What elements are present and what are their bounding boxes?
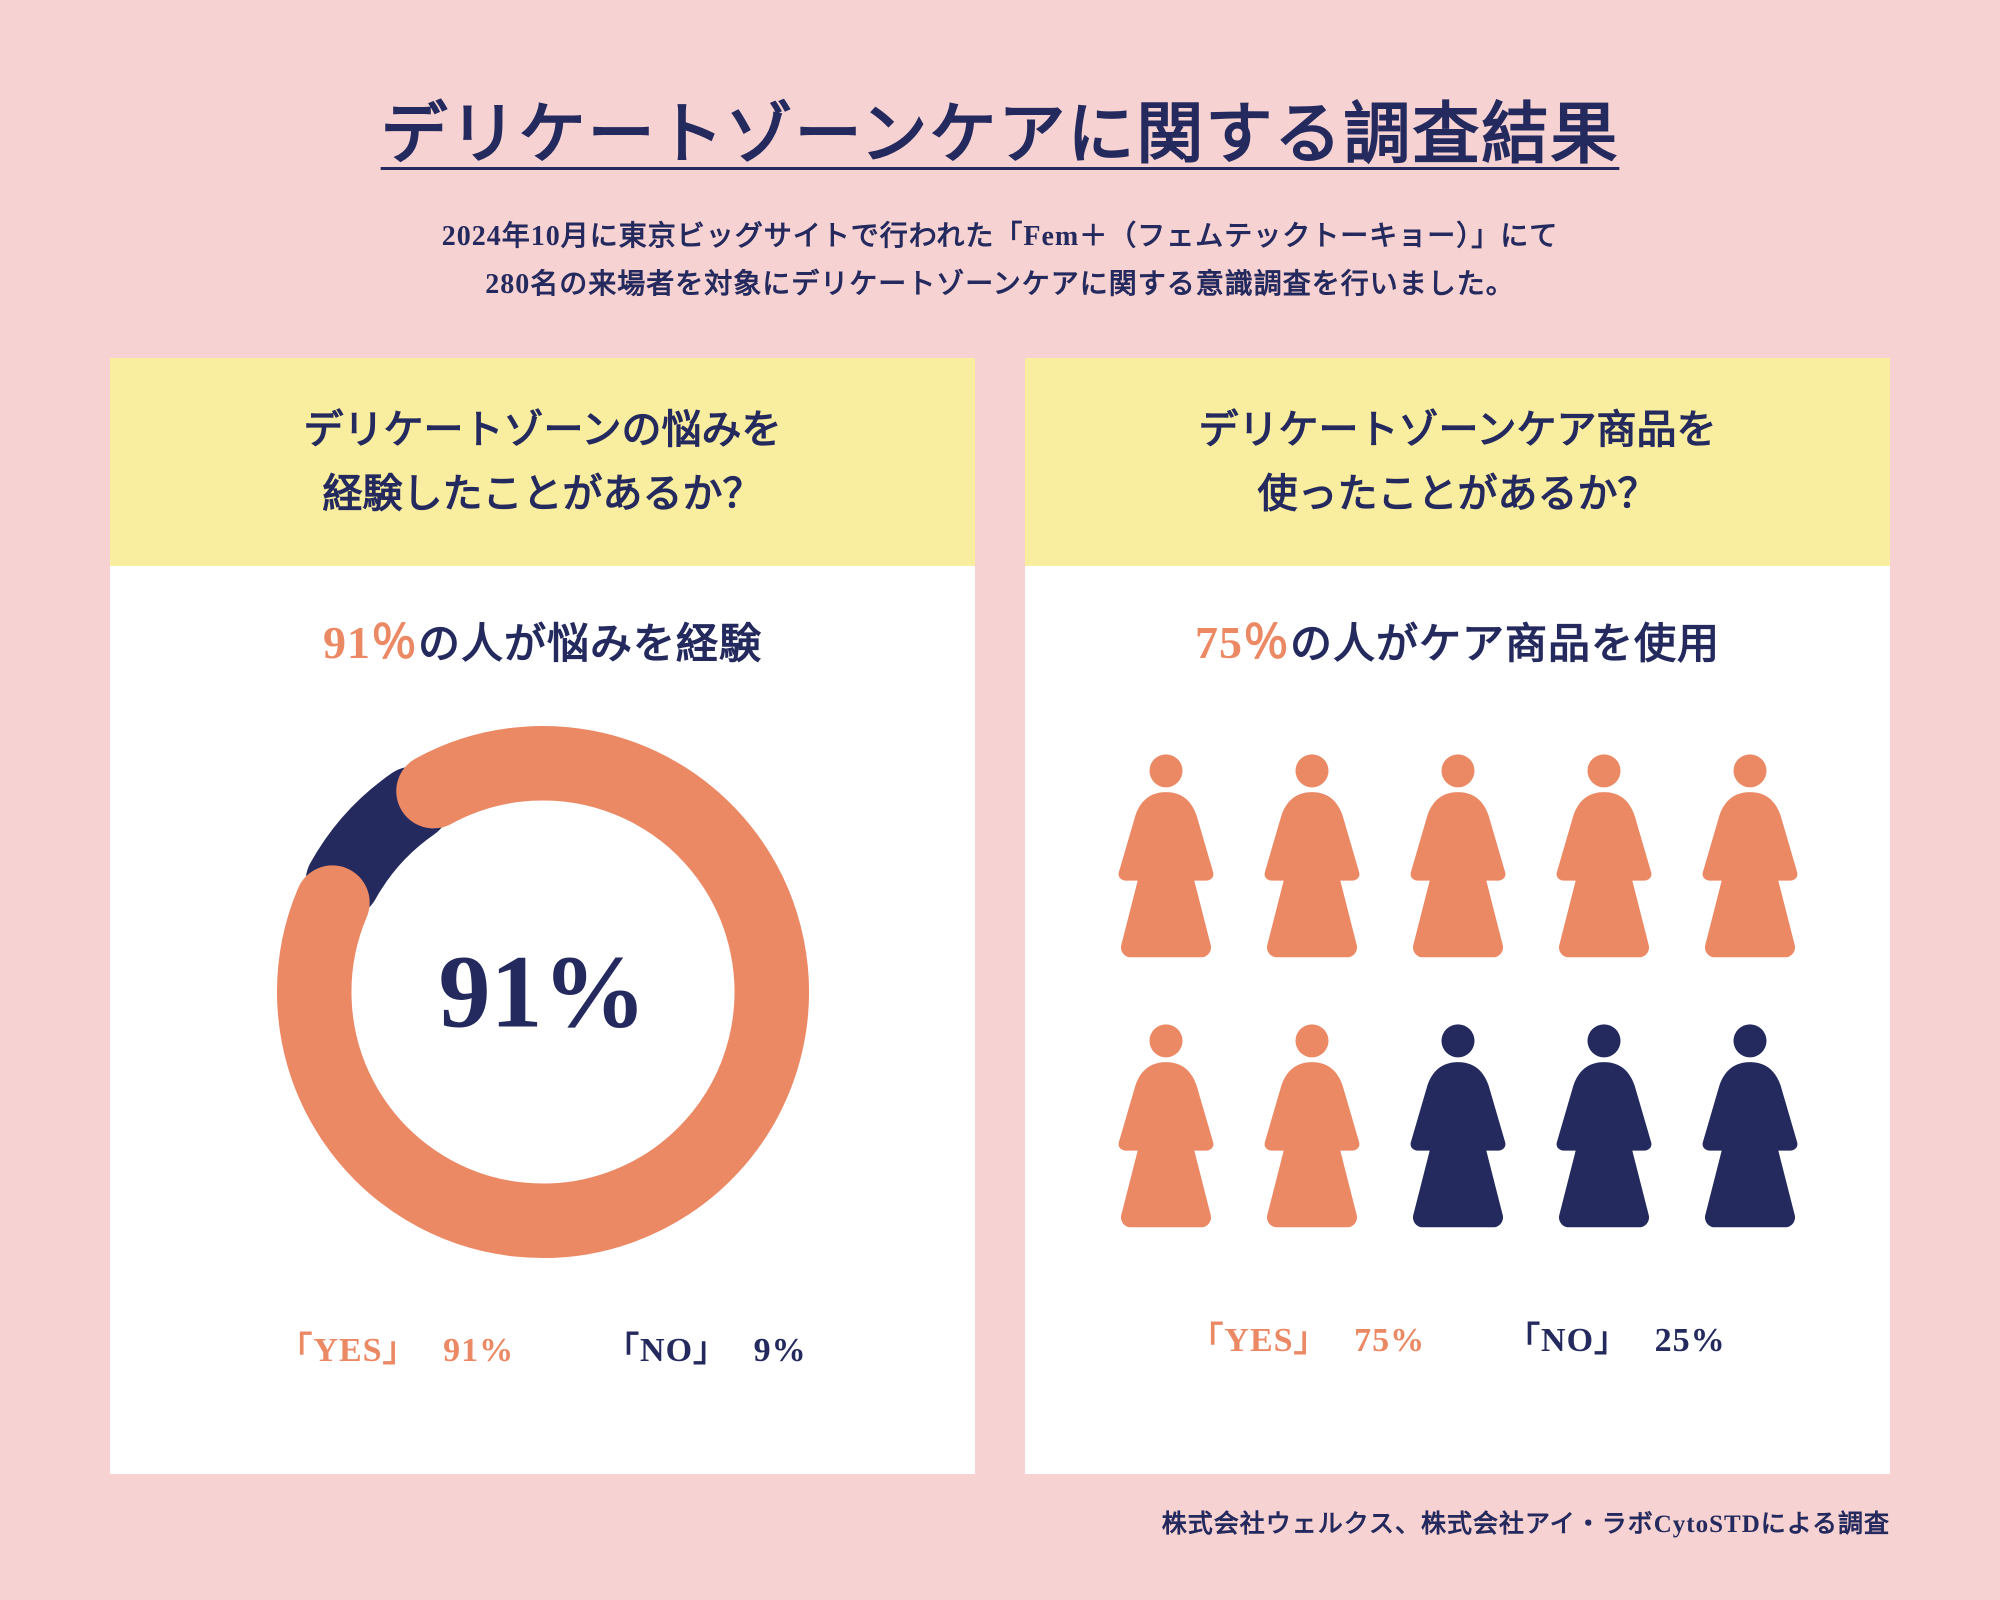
pictogram-grid xyxy=(1107,742,1809,1242)
page-subtitle: 2024年10月に東京ビッグサイトで行われた「Fem＋（フェムテックトーキョー）… xyxy=(110,213,1890,308)
person-icon xyxy=(1691,1012,1809,1242)
panel-right-header-line2: 使ったことがあるか？ xyxy=(1258,471,1658,516)
person-icon xyxy=(1253,742,1371,972)
panel-left-legend: 「YES」 91% 「NO」 9% xyxy=(270,1322,814,1371)
person-icon xyxy=(1545,1012,1663,1242)
panel-left-stat-pct: 91％ xyxy=(323,617,418,668)
panel-right: デリケートゾーンケア商品を 使ったことがあるか？ 75％の人がケア商品を使用 「… xyxy=(1025,358,1890,1474)
donut-chart: 91% xyxy=(263,712,823,1272)
subtitle-line2: 280名の来場者を対象にデリケートゾーンケアに関する意識調査を行いました。 xyxy=(485,269,1515,300)
panel-left-header: デリケートゾーンの悩みを 経験したことがあるか？ xyxy=(110,358,975,566)
person-icon xyxy=(1107,1012,1225,1242)
panel-left-body: 91％の人が悩みを経験 91% 「YES」 91% 「NO」 9% xyxy=(110,566,975,1474)
person-icon xyxy=(1691,742,1809,972)
subtitle-line1: 2024年10月に東京ビッグサイトで行われた「Fem＋（フェムテックトーキョー）… xyxy=(442,221,1558,252)
page-title: デリケートゾーンケアに関する調査結果 xyxy=(110,80,1890,177)
panel-right-header-line1: デリケートゾーンケア商品を xyxy=(1199,407,1717,452)
legend-no-value: 25% xyxy=(1655,1322,1726,1359)
panel-left: デリケートゾーンの悩みを 経験したことがあるか？ 91％の人が悩みを経験 91%… xyxy=(110,358,975,1474)
person-icon xyxy=(1545,742,1663,972)
page: デリケートゾーンケアに関する調査結果 2024年10月に東京ビッグサイトで行われ… xyxy=(0,0,2000,1600)
donut-center-label: 91% xyxy=(439,933,647,1052)
panel-right-body: 75％の人がケア商品を使用 「YES」 75% 「NO」 25% xyxy=(1025,566,1890,1474)
legend-no-label: 「NO」 xyxy=(605,1332,728,1369)
legend-yes-label: 「YES」 xyxy=(1189,1322,1328,1359)
panel-left-header-line1: デリケートゾーンの悩みを xyxy=(304,407,782,452)
legend-yes-value: 75% xyxy=(1354,1322,1425,1359)
panels-row: デリケートゾーンの悩みを 経験したことがあるか？ 91％の人が悩みを経験 91%… xyxy=(110,358,1890,1474)
person-icon xyxy=(1107,742,1225,972)
legend-no-label: 「NO」 xyxy=(1506,1322,1629,1359)
person-icon xyxy=(1399,1012,1517,1242)
person-icon xyxy=(1399,742,1517,972)
panel-left-stat-rest: の人が悩みを経験 xyxy=(418,622,762,668)
legend-yes-label: 「YES」 xyxy=(278,1332,417,1369)
legend-no-value: 9% xyxy=(754,1332,807,1369)
person-icon xyxy=(1253,1012,1371,1242)
panel-right-legend: 「YES」 75% 「NO」 25% xyxy=(1181,1312,1733,1361)
panel-right-stat-rest: の人がケア商品を使用 xyxy=(1290,622,1720,668)
panel-right-header: デリケートゾーンケア商品を 使ったことがあるか？ xyxy=(1025,358,1890,566)
panel-right-stat-pct: 75％ xyxy=(1195,617,1290,668)
panel-right-stat: 75％の人がケア商品を使用 xyxy=(1195,606,1720,672)
panel-left-header-line2: 経験したことがあるか？ xyxy=(323,471,763,516)
credit-line: 株式会社ウェルクス、株式会社アイ・ラボCytoSTDによる調査 xyxy=(110,1504,1890,1540)
panel-left-stat: 91％の人が悩みを経験 xyxy=(323,606,762,672)
legend-yes-value: 91% xyxy=(443,1332,514,1369)
